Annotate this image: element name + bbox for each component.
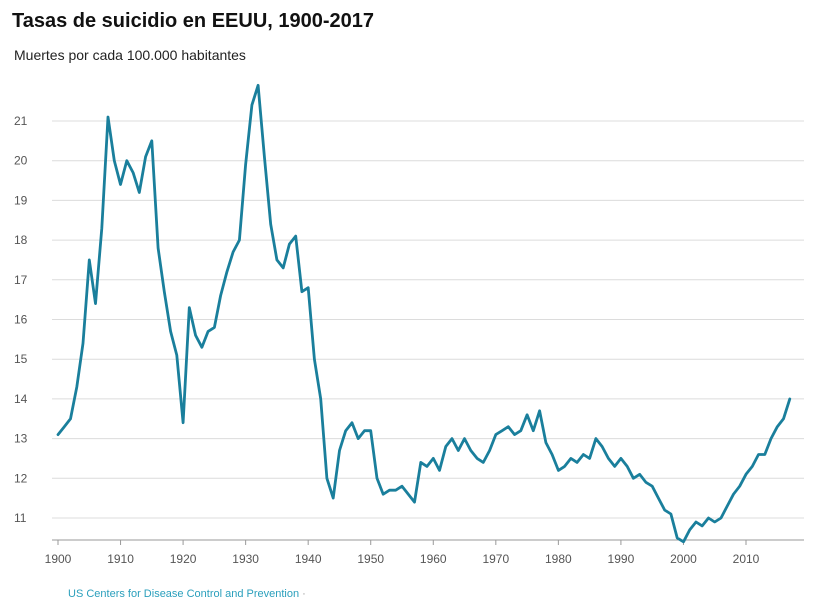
x-tick-label-2000: 2000 bbox=[670, 552, 697, 566]
y-tick-label-17: 17 bbox=[14, 273, 28, 287]
x-tick-label-1960: 1960 bbox=[420, 552, 447, 566]
y-tick-label-11: 11 bbox=[14, 511, 27, 525]
x-tick-label-1940: 1940 bbox=[295, 552, 322, 566]
source-link[interactable]: US Centers for Disease Control and Preve… bbox=[68, 588, 306, 600]
x-tick-label-1910: 1910 bbox=[107, 552, 134, 566]
x-tick-label-1950: 1950 bbox=[357, 552, 384, 566]
y-tick-label-20: 20 bbox=[14, 154, 28, 168]
y-tick-label-13: 13 bbox=[14, 432, 28, 446]
y-axis-tick-labels: 11 12 13 14 15 16 17 18 19 20 21 bbox=[14, 114, 28, 525]
y-tick-label-18: 18 bbox=[14, 233, 28, 247]
y-tick-label-14: 14 bbox=[14, 392, 28, 406]
series-layer bbox=[56, 83, 792, 544]
source-label[interactable]: US Centers for Disease Control and Preve… bbox=[68, 588, 300, 600]
y-tick-label-21: 21 bbox=[14, 114, 28, 128]
series-line-0 bbox=[56, 83, 792, 544]
x-axis-tick-labels: 1900 1910 1920 1930 1940 1950 1960 1970 1980 1990… bbox=[45, 552, 760, 566]
x-tick-label-1930: 1930 bbox=[232, 552, 259, 566]
chart-title: Tasas de suicidio en EEUU, 1900-2017 bbox=[12, 10, 375, 32]
y-tick-label-12: 12 bbox=[14, 471, 28, 485]
x-axis bbox=[52, 539, 804, 545]
source-separator: · bbox=[302, 588, 306, 600]
x-tick-label-1980: 1980 bbox=[545, 552, 572, 566]
x-tick-label-1990: 1990 bbox=[608, 552, 635, 566]
y-tick-label-16: 16 bbox=[14, 313, 28, 327]
gridlines bbox=[52, 120, 804, 519]
x-tick-label-1920: 1920 bbox=[170, 552, 197, 566]
chart-subtitle: Muertes por cada 100.000 habitantes bbox=[14, 47, 246, 63]
x-tick-label-1900: 1900 bbox=[45, 552, 72, 566]
y-tick-label-19: 19 bbox=[14, 193, 28, 207]
x-tick-label-1970: 1970 bbox=[482, 552, 509, 566]
y-tick-label-15: 15 bbox=[14, 352, 28, 366]
x-tick-label-2010: 2010 bbox=[733, 552, 760, 566]
